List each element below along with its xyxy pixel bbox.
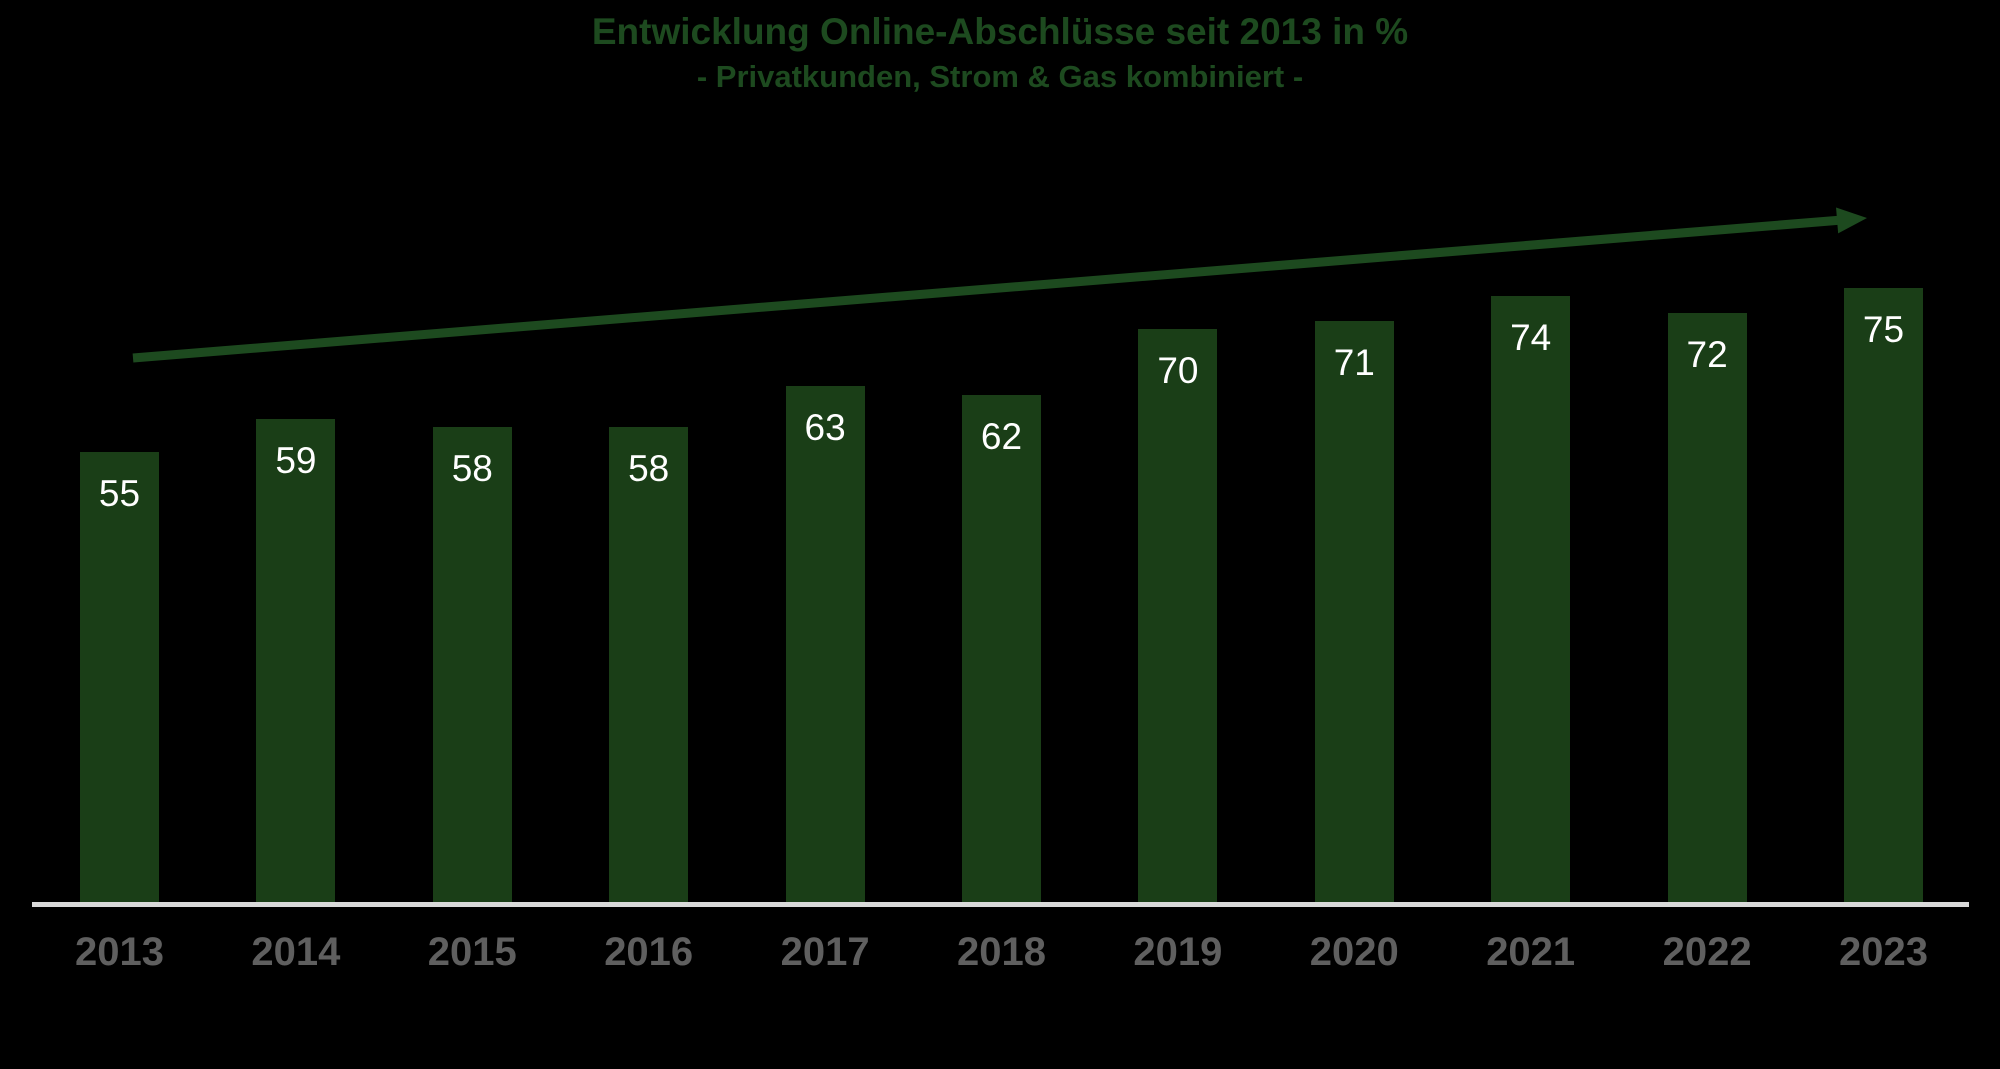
x-axis-label-2022: 2022 [1662, 930, 1752, 974]
bar-value-label: 63 [804, 407, 846, 449]
bar-2015: 58 [432, 427, 512, 903]
bar-value-label: 75 [1862, 309, 1905, 350]
x-axis-label-2014: 2014 [251, 930, 341, 974]
bar-value-label: 72 [1686, 333, 1728, 375]
bar-value-label: 74 [1510, 317, 1552, 359]
bar-value-label: 55 [98, 473, 141, 514]
bar-value-label: 59 [275, 440, 317, 482]
x-axis-label-2018: 2018 [957, 930, 1046, 974]
x-axis-label-2023: 2023 [1839, 930, 1928, 974]
x-axis-label-2016: 2016 [604, 930, 694, 974]
bar-2017: 63 [785, 386, 865, 903]
bar-value-label: 62 [980, 415, 1023, 457]
x-axis-label-2017: 2017 [780, 930, 870, 974]
x-axis-line [32, 902, 1969, 907]
bar-2018: 62 [962, 394, 1041, 903]
bar-2021: 74 [1491, 296, 1571, 903]
bar-value-label: 58 [451, 448, 493, 490]
chart-title: Entwicklung Online-Abschlüsse seit 2013 … [591, 11, 1409, 52]
bar-value-label: 71 [1333, 341, 1375, 383]
chart-subtitle: - Privatkunden, Strom & Gas kombiniert - [696, 59, 1304, 94]
bar-2013: 55 [80, 452, 159, 903]
trend-arrow-head [1836, 207, 1867, 234]
bar-value-label: 70 [1157, 350, 1199, 391]
bar-2022: 72 [1667, 312, 1747, 903]
bar-2023: 75 [1844, 288, 1923, 903]
x-axis-label-2013: 2013 [75, 930, 164, 974]
x-axis-label-2021: 2021 [1486, 930, 1576, 974]
bar-2016: 58 [609, 427, 689, 903]
bar-2020: 71 [1314, 320, 1394, 903]
bar-value-label: 58 [628, 448, 670, 490]
x-axis-label-2015: 2015 [427, 930, 517, 974]
x-axis-label-2019: 2019 [1133, 930, 1223, 974]
x-axis-label-2020: 2020 [1309, 930, 1399, 974]
trend-arrow-line [132, 215, 1840, 363]
bar-2019: 70 [1138, 329, 1218, 903]
bar-2014: 59 [256, 419, 336, 903]
